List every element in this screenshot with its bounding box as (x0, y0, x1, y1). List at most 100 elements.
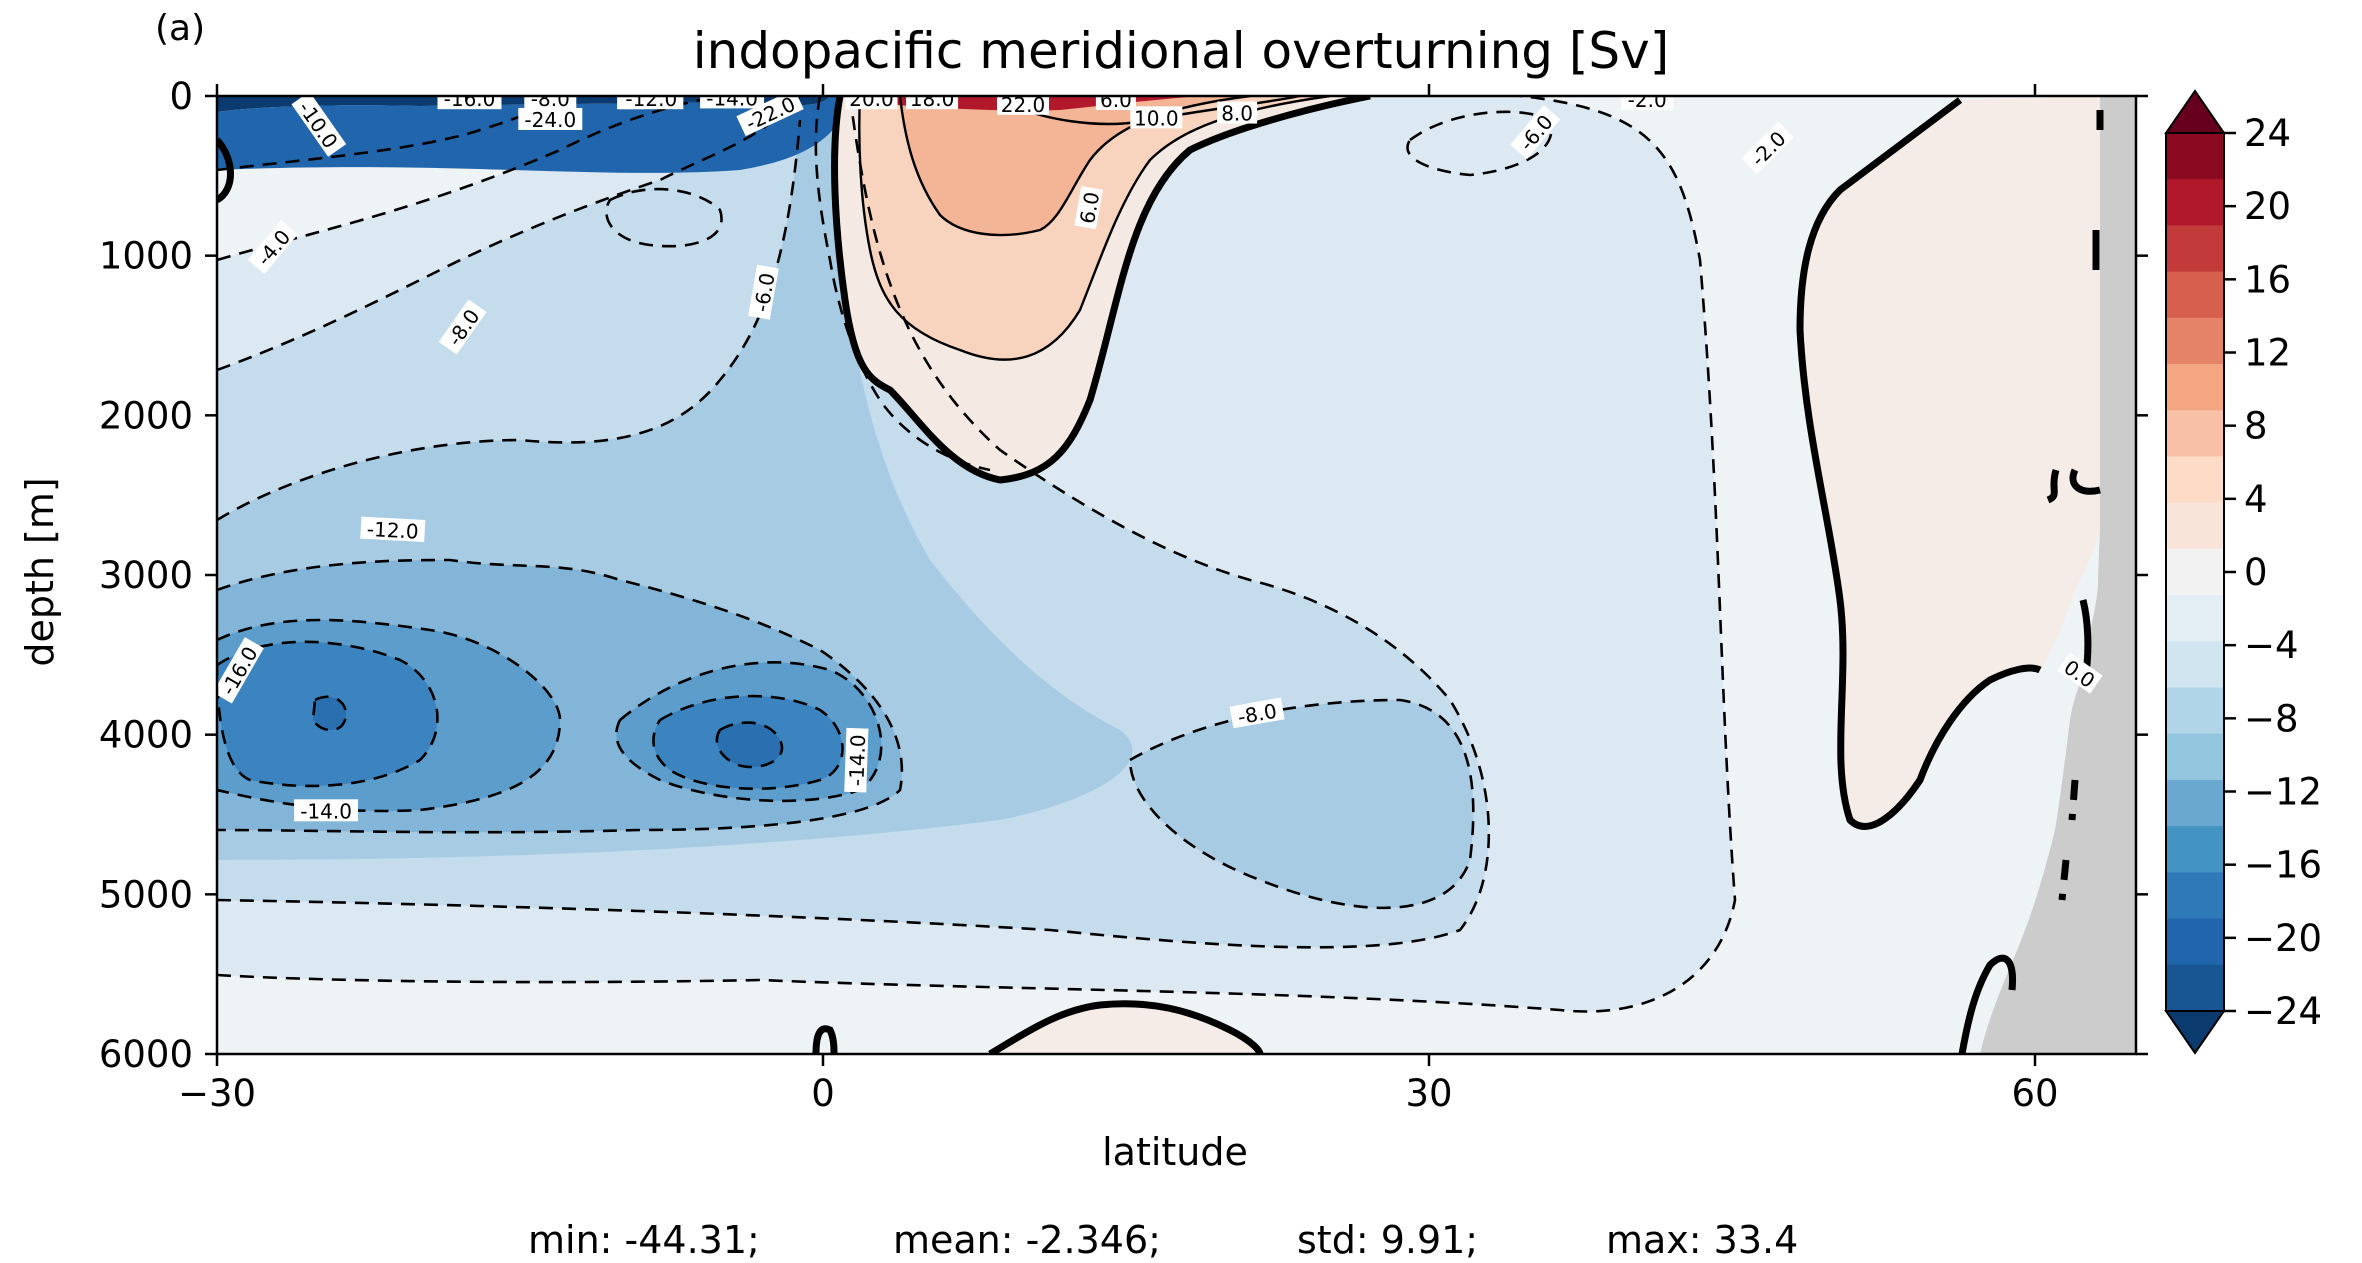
colorbar-tick-label: −24 (2244, 990, 2322, 1033)
contour-label-text: 8.0 (1221, 102, 1253, 126)
land-shelf (2100, 96, 2136, 616)
contour-label: -8.0 (524, 87, 577, 111)
contour-label-bg (2057, 652, 2103, 694)
contour-label: -2.0 (1621, 88, 1674, 112)
stat-max: max: 33.4 (1606, 1218, 1799, 1262)
contour-label-bg (247, 220, 298, 275)
colorbar-band (2166, 225, 2224, 273)
contour-line (715, 721, 784, 769)
contour-label-bg (748, 264, 779, 320)
contour-label-bg (844, 727, 869, 793)
contour-band-northern-positive (1800, 96, 2100, 827)
filled-contour-field (217, 96, 2136, 1054)
x-tick-label: 30 (1405, 1072, 1452, 1115)
contour-label-bg (845, 96, 898, 110)
colorbar-tick-label: −4 (2244, 624, 2299, 667)
contour-band-positive-cell-core (900, 96, 1250, 235)
contour-label-text: -14.0 (844, 734, 870, 787)
colorbar-band (2166, 918, 2224, 966)
contour-label-bg (291, 96, 347, 157)
contour-label-bg (1229, 697, 1285, 729)
contour-line (615, 661, 883, 803)
contour-label-bg (1074, 185, 1103, 230)
colorbar-tick-label: 8 (2244, 405, 2268, 448)
contour-label-text: -24.0 (524, 108, 576, 132)
contour-line (605, 187, 723, 248)
contour-label-text: 20.0 (849, 87, 894, 111)
contour-label-text: 6.0 (1100, 88, 1132, 112)
contour-label-text: -16.0 (444, 87, 496, 111)
colorbar-tick-label: 12 (2244, 332, 2291, 375)
contour-label-text: 18.0 (910, 87, 955, 111)
contour-label-bg (1217, 101, 1258, 124)
contour-label-text: 6.0 (1075, 190, 1104, 225)
land-mask (1980, 96, 2136, 1054)
y-tick-label: 2000 (99, 394, 193, 437)
colorbar-band (2166, 595, 2224, 642)
contour-line (1406, 110, 1553, 177)
colorbar-band (2166, 502, 2224, 550)
zero-contour-line (217, 137, 234, 204)
contour-label: 10.0 (1130, 106, 1183, 130)
contour-label-text: -14.0 (300, 799, 352, 823)
contour-label-bg (1510, 105, 1561, 160)
x-axis-ticks: −30 0 30 60 (178, 84, 2059, 1115)
y-axis-ticks: 0 1000 2000 3000 4000 5000 6000 (99, 75, 2148, 1076)
contour-label-text: -2.0 (1628, 88, 1667, 112)
zero-contour-line (2046, 468, 2101, 504)
stat-min: min: -44.31; (528, 1218, 760, 1262)
contour-label: 22.0 (996, 96, 1049, 117)
contour-line (1128, 698, 1475, 910)
zero-contour-line (2058, 779, 2079, 901)
colorbar: 24 20 16 12 8 4 0 −4 −8 −12 −16 −20 −24 (2164, 89, 2322, 1055)
contour-label-bg (1741, 121, 1794, 175)
colorbar-tick-label: −8 (2244, 697, 2299, 740)
contour-label-bg (518, 107, 583, 130)
contour-label: -16.0 (437, 87, 502, 111)
colorbar-extend-max (2164, 89, 2226, 134)
colorbar-tick-label: −12 (2244, 771, 2322, 814)
colorbar-tick-label: −20 (2244, 917, 2322, 960)
contour-line (217, 96, 801, 372)
chart-title: indopacific meridional overturning [Sv] (692, 22, 1670, 80)
contour-label-bg (736, 96, 804, 137)
colorbar-band (2166, 733, 2224, 781)
x-axis-label: latitude (1102, 1130, 1248, 1174)
colorbar-extend-min (2164, 1010, 2226, 1055)
contour-label-bg (619, 96, 684, 110)
contour-label: -24.0 (518, 107, 583, 132)
contour-label-bg (524, 96, 577, 110)
contour-label-text: -12.0 (625, 87, 677, 111)
x-tick-label: −30 (178, 1072, 256, 1115)
contour-label-bg (1095, 96, 1136, 110)
zero-contour-line (988, 1000, 1264, 1054)
contour-label-bg (906, 96, 959, 110)
zero-contour-line (2092, 110, 2104, 270)
y-tick-label: 0 (169, 75, 193, 118)
contour-band-minus8-east (1130, 700, 1474, 908)
contour-line (858, 96, 1331, 361)
colorbar-tick-label: −16 (2244, 844, 2322, 887)
y-tick-label: 4000 (99, 714, 193, 757)
colorbar-band (2166, 687, 2224, 735)
contour-labels: -16.0-14.0-12.0-8.0-4.0-10.0 -16.0 -8.0-24… (217, 86, 2103, 823)
colorbar-band (2166, 641, 2224, 689)
contour-label-text: -8.0 (531, 87, 570, 111)
contour-band-minus16 (217, 641, 843, 789)
contour-label-bg (438, 299, 487, 355)
contour-line (652, 694, 844, 791)
contour-label: -14.0 (294, 799, 359, 823)
x-tick-label: 0 (811, 1072, 835, 1115)
contour-line (217, 96, 1491, 949)
colorbar-tick-label: 24 (2244, 112, 2291, 155)
contour-label-text: -14.0 (706, 86, 758, 110)
contour-label: 18.0 (906, 87, 959, 111)
zero-contour-line (812, 1025, 838, 1054)
contour-label-bg (1621, 96, 1674, 110)
contour-label-bg (996, 96, 1049, 115)
contour-band-surface-moderate-negative (217, 96, 850, 173)
y-tick-label: 6000 (99, 1033, 193, 1076)
contour-label: -12.0 (619, 87, 684, 111)
contour-label: -12.0 (360, 516, 426, 544)
colorbar-band (2166, 964, 2224, 1012)
